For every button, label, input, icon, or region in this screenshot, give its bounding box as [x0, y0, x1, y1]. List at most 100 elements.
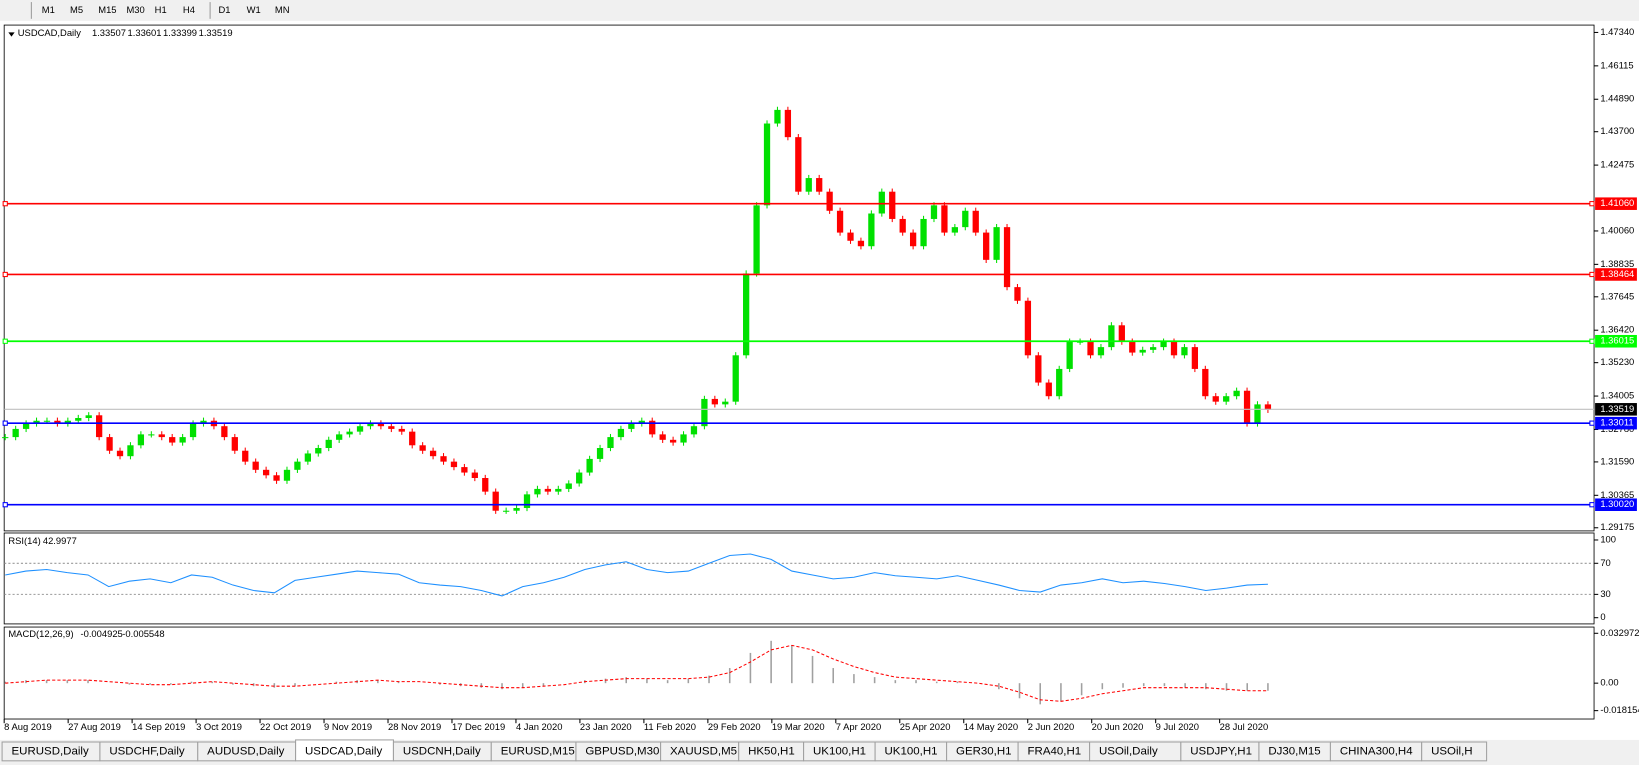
candle: [555, 488, 562, 492]
candle: [482, 478, 489, 492]
candle: [795, 137, 802, 192]
candle: [784, 109, 792, 138]
level-handle: [2, 271, 8, 278]
tab-label[interactable]: XAUUSD,M5: [670, 745, 737, 757]
y-tick-label: 1.35230: [1600, 356, 1634, 367]
x-tick-label: 28 Nov 2019: [388, 721, 441, 732]
ohlc-value: 1.33507: [92, 27, 126, 38]
level-handle: [1589, 338, 1595, 344]
timeframe-button[interactable]: D1: [218, 4, 230, 15]
tab-label[interactable]: USDJPY,H1: [1190, 745, 1252, 757]
level-handle: [1589, 502, 1595, 508]
current-price-label: 1.33519: [1600, 403, 1634, 414]
candle: [701, 398, 708, 427]
candle: [596, 448, 604, 459]
candle: [659, 434, 666, 440]
tab-label[interactable]: HK50,H1: [748, 745, 795, 757]
x-tick-label: 9 Jul 2020: [1156, 721, 1199, 732]
level-label: 1.38464: [1600, 268, 1634, 279]
tab-label[interactable]: USDCHF,Daily: [109, 745, 185, 757]
candle: [607, 437, 614, 449]
candle: [1024, 300, 1032, 356]
candle: [12, 428, 19, 438]
candle: [732, 355, 739, 402]
timeframe-button[interactable]: M1: [42, 4, 55, 15]
candle: [127, 445, 134, 457]
candle: [325, 439, 332, 449]
timeframe-button[interactable]: H4: [183, 4, 195, 15]
candle: [805, 178, 812, 192]
timeframe-button[interactable]: W1: [247, 4, 261, 15]
tab-label[interactable]: USDCNH,Daily: [403, 745, 481, 757]
tab-label[interactable]: DJ30,M15: [1268, 745, 1320, 757]
candle: [951, 227, 958, 233]
timeframe-button[interactable]: H1: [155, 4, 167, 15]
tab-label[interactable]: CHINA300,H4: [1340, 745, 1413, 757]
candle: [429, 450, 437, 457]
level-label: 1.41060: [1600, 197, 1634, 208]
candle: [628, 423, 635, 429]
macd-panel: [3, 626, 1595, 720]
candle: [669, 439, 677, 443]
level-handle: [2, 502, 8, 508]
x-tick-label: 27 Aug 2019: [68, 721, 121, 732]
x-tick-label: 20 Jun 2020: [1092, 721, 1144, 732]
candle: [565, 483, 572, 489]
ohlc-value: 1.33519: [199, 27, 233, 38]
y-tick-label: 0.032972: [1600, 627, 1639, 638]
macd-value: -0.005548: [122, 628, 164, 639]
timeframe-button[interactable]: M15: [98, 4, 116, 15]
tab-label[interactable]: AUDUSD,Daily: [207, 745, 284, 757]
timeframe-button[interactable]: M30: [126, 4, 144, 15]
candle: [336, 434, 343, 440]
candle: [857, 240, 865, 247]
tab[interactable]: [1421, 741, 1488, 762]
tab-label[interactable]: UK100,H1: [813, 745, 866, 757]
y-tick-label: 1.43700: [1600, 125, 1634, 136]
tab-label[interactable]: FRA40,H1: [1028, 745, 1082, 757]
candle: [1202, 368, 1209, 397]
candle: [304, 453, 311, 462]
macd-value: -0.004925: [80, 628, 122, 639]
tab-label[interactable]: USDCAD,Daily: [305, 745, 382, 757]
y-tick-label: 1.29175: [1600, 521, 1634, 532]
level-label: 1.30020: [1600, 498, 1634, 509]
candle: [649, 420, 656, 435]
tab-label[interactable]: EURUSD,M15: [501, 745, 575, 757]
candle: [471, 472, 478, 479]
candle: [1076, 341, 1084, 343]
tab-label[interactable]: EURUSD,Daily: [11, 745, 88, 757]
current-price-box: [1595, 403, 1637, 416]
timeframe-button[interactable]: MN: [275, 4, 290, 15]
candle: [899, 218, 906, 233]
candle: [33, 420, 40, 424]
candle: [722, 401, 729, 405]
tab-label[interactable]: USOil,Daily: [1099, 745, 1158, 757]
timeframe-button[interactable]: M5: [70, 4, 83, 15]
candle: [64, 420, 71, 424]
level-handle: [1589, 201, 1595, 207]
candle: [920, 218, 927, 247]
candle: [711, 398, 718, 405]
x-tick-label: 2 Jun 2020: [1028, 721, 1074, 732]
tab-label[interactable]: GER30,H1: [956, 745, 1012, 757]
candle: [189, 423, 197, 438]
candle: [1233, 390, 1240, 397]
candle: [1129, 341, 1136, 353]
candle: [993, 227, 1000, 260]
y-tick-label: 0: [1600, 611, 1605, 622]
candle: [1223, 396, 1230, 402]
x-tick-label: 4 Jan 2020: [516, 721, 562, 732]
level-label: 1.36015: [1600, 335, 1634, 346]
x-tick-label: 7 Apr 2020: [836, 721, 881, 732]
tab-label[interactable]: UK100,H1: [885, 745, 938, 757]
x-tick-label: 25 Apr 2020: [900, 721, 951, 732]
tab-label[interactable]: GBPUSD,M30: [585, 745, 659, 757]
y-tick-label: -0.018154: [1600, 704, 1639, 715]
candle: [492, 491, 499, 511]
tab-label[interactable]: USOil,H: [1431, 745, 1472, 757]
candle: [1066, 341, 1073, 369]
candle: [137, 434, 145, 446]
candle: [544, 488, 552, 492]
y-tick-label: 1.42475: [1600, 159, 1634, 170]
